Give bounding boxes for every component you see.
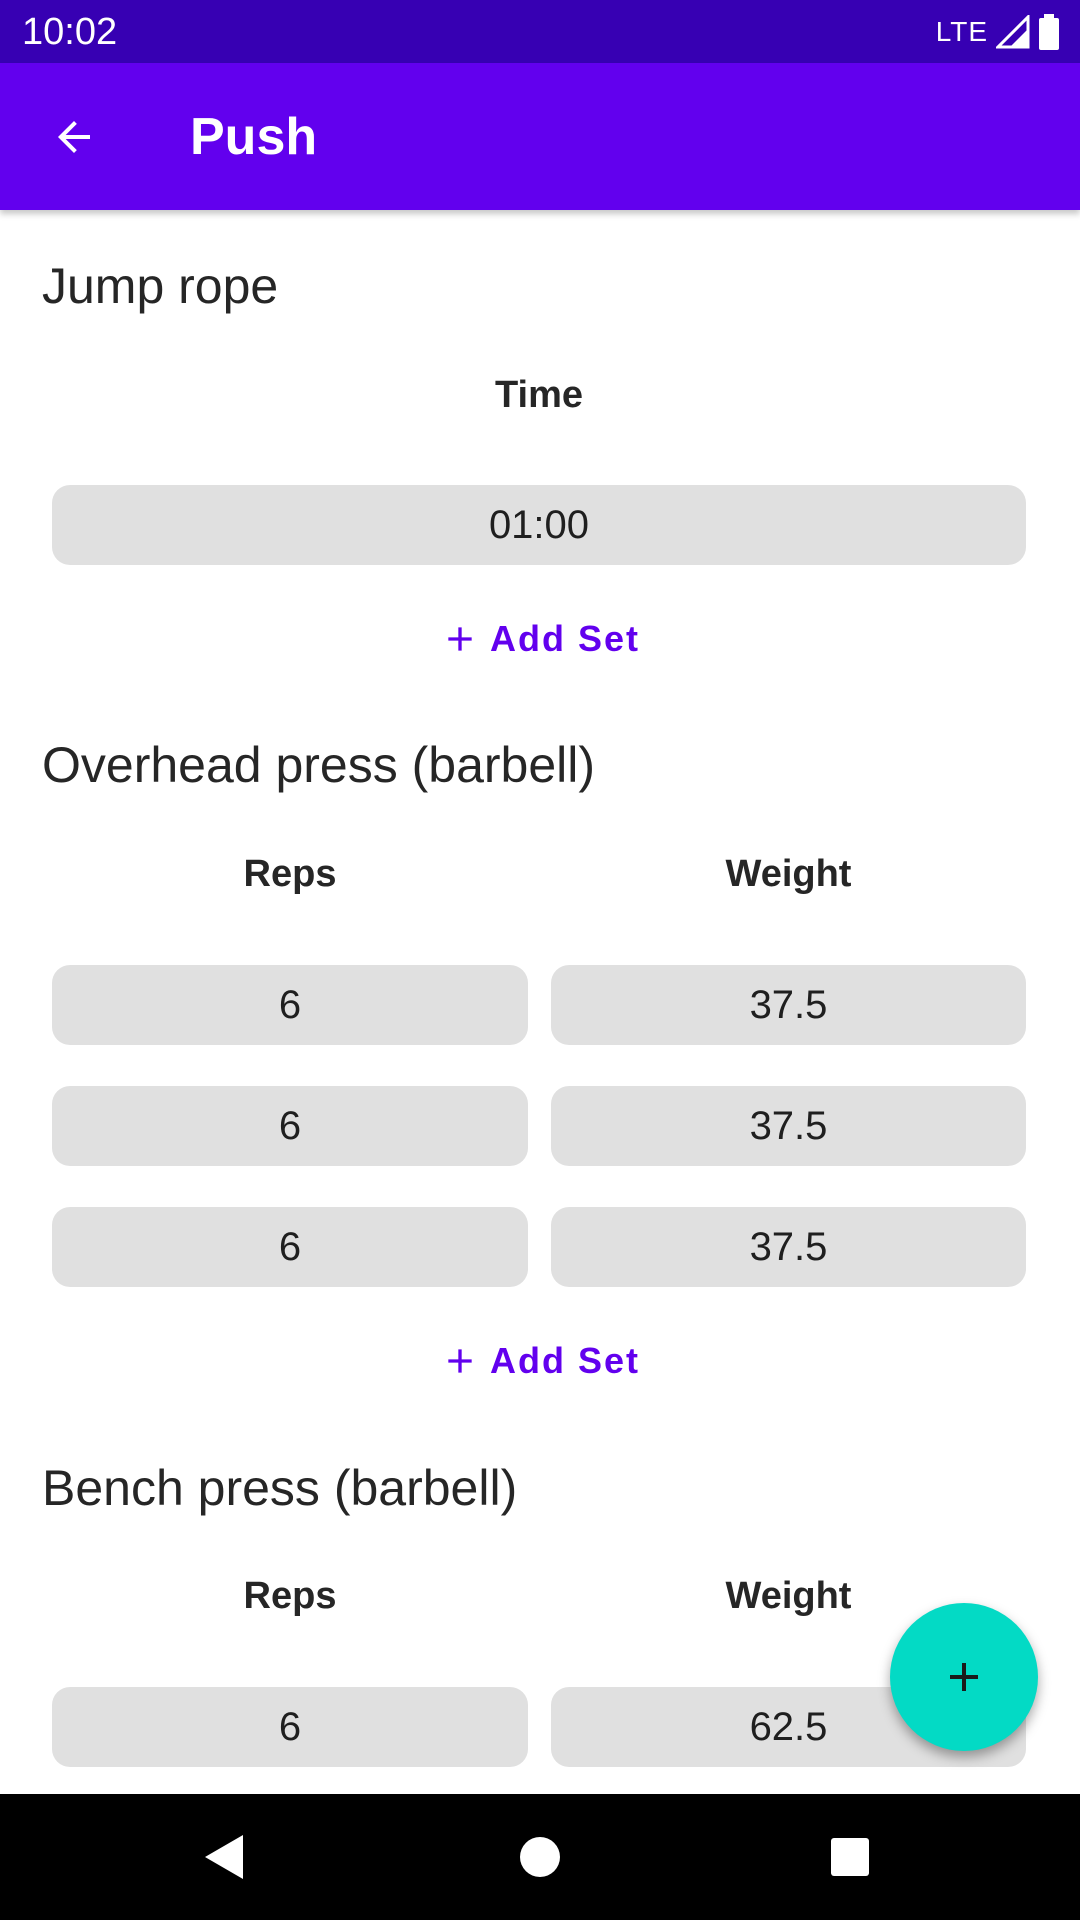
reps-field[interactable]: 6	[52, 1207, 528, 1287]
weight-field[interactable]: 37.5	[551, 1086, 1026, 1166]
workout-list[interactable]: Jump rope Time 01:00 Add Set Overhead pr…	[0, 210, 1080, 1794]
weight-field[interactable]: 37.5	[551, 965, 1026, 1045]
back-triangle-icon	[205, 1835, 243, 1879]
time-field[interactable]: 01:00	[52, 485, 1026, 565]
plus-icon	[950, 1663, 978, 1691]
add-exercise-fab[interactable]	[890, 1603, 1038, 1751]
page-title: Push	[190, 108, 318, 166]
recents-square-icon	[831, 1838, 869, 1876]
reps-field[interactable]: 6	[52, 1687, 528, 1767]
signal-icon	[996, 15, 1030, 49]
nav-recents-button[interactable]	[818, 1825, 882, 1889]
exercise-name: Bench press (barbell)	[42, 1460, 518, 1516]
column-header-weight: Weight	[725, 1575, 852, 1617]
exercise-name: Jump rope	[42, 258, 279, 314]
network-type: LTE	[935, 16, 988, 47]
app-bar: Push	[0, 63, 1080, 210]
add-set-label: Add Set	[490, 618, 641, 659]
nav-home-button[interactable]	[508, 1825, 572, 1889]
add-set-button[interactable]: Add Set	[440, 609, 650, 669]
exercise-name: Overhead press (barbell)	[42, 737, 596, 793]
plus-icon	[448, 1349, 472, 1373]
add-set-label: Add Set	[490, 1340, 641, 1381]
battery-icon	[1039, 14, 1059, 50]
weight-field[interactable]: 37.5	[551, 1207, 1026, 1287]
status-time: 10:02	[22, 11, 118, 53]
arrow-back-icon	[58, 121, 90, 153]
column-header-reps: Reps	[243, 1575, 337, 1617]
column-header-weight: Weight	[725, 853, 852, 895]
reps-field[interactable]: 6	[52, 965, 528, 1045]
status-icons: LTE	[936, 12, 1060, 52]
column-header-reps: Reps	[243, 853, 337, 895]
status-bar: 10:02 LTE	[0, 0, 1080, 63]
column-header-time: Time	[494, 374, 583, 416]
add-set-button[interactable]: Add Set	[440, 1331, 650, 1391]
back-button[interactable]	[38, 101, 110, 173]
system-nav-bar	[0, 1794, 1080, 1920]
home-circle-icon	[520, 1837, 560, 1877]
nav-back-button[interactable]	[193, 1825, 257, 1889]
reps-field[interactable]: 6	[52, 1086, 528, 1166]
plus-icon	[448, 627, 472, 651]
